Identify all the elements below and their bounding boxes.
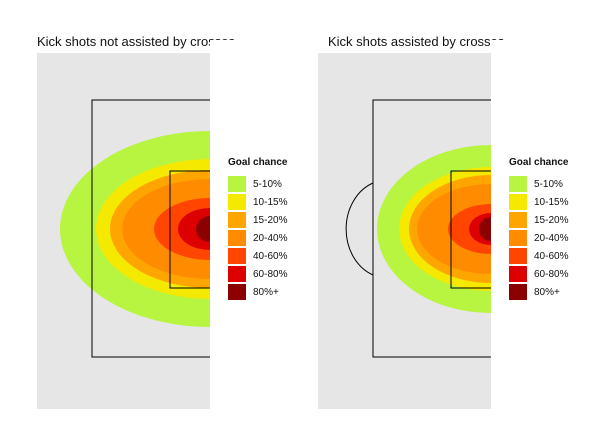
legend-label: 60-80% [253, 268, 288, 280]
legend: Goal chance 5-10% 10-15% 15-20% 20-40% 40-60… [509, 157, 568, 301]
legend-swatch [228, 194, 246, 210]
legend-title: Goal chance [509, 157, 569, 168]
right-margin-mask [210, 40, 300, 420]
legend-label: 80%+ [534, 286, 560, 298]
legend-item: 20-40% [228, 229, 287, 247]
legend-label: 15-20% [534, 214, 569, 226]
goal-area-line [450, 170, 491, 289]
legend-label: 40-60% [253, 250, 288, 262]
legend-swatch [509, 212, 527, 228]
legend-swatch [509, 284, 527, 300]
legend-item: 10-15% [509, 193, 568, 211]
chart-title: Kick shots not assisted by crosses [37, 34, 235, 49]
legend-item: 60-80% [228, 265, 287, 283]
legend: Goal chance 5-10% 10-15% 15-20% 20-40% 40-60… [228, 157, 287, 301]
legend-label: 40-60% [534, 250, 569, 262]
legend-label: 80%+ [253, 286, 279, 298]
chart-panel-assisted: Kick shots assisted by crosses Goal chan… [281, 0, 581, 445]
legend-label: 5-10% [534, 178, 563, 190]
legend-swatch [509, 266, 527, 282]
penalty-area-line [372, 99, 491, 358]
legend-swatch [228, 248, 246, 264]
legend-swatch [228, 284, 246, 300]
legend-item: 80%+ [509, 283, 568, 301]
legend-item: 20-40% [509, 229, 568, 247]
legend-label: 5-10% [253, 178, 282, 190]
legend-swatch [509, 176, 527, 192]
pitch-heatmap [318, 40, 581, 420]
legend-swatch [228, 230, 246, 246]
penalty-area-line [91, 99, 210, 358]
legend-label: 10-15% [534, 196, 569, 208]
legend-label: 20-40% [253, 232, 288, 244]
legend-item: 5-10% [509, 175, 568, 193]
legend-item: 40-60% [228, 247, 287, 265]
legend-item: 60-80% [509, 265, 568, 283]
legend-title: Goal chance [228, 157, 288, 168]
chart-title: Kick shots assisted by crosses [328, 34, 505, 49]
legend-item: 15-20% [509, 211, 568, 229]
legend-item: 40-60% [509, 247, 568, 265]
legend-swatch [509, 230, 527, 246]
legend-label: 20-40% [534, 232, 569, 244]
legend-item: 15-20% [228, 211, 287, 229]
legend-item: 80%+ [228, 283, 287, 301]
legend-swatch [228, 212, 246, 228]
legend-label: 15-20% [253, 214, 288, 226]
legend-swatch [509, 248, 527, 264]
legend-swatch [228, 176, 246, 192]
legend-label: 60-80% [534, 268, 569, 280]
legend-item: 5-10% [228, 175, 287, 193]
right-margin-mask [491, 40, 581, 420]
goal-area-line [169, 170, 210, 289]
legend-swatch [509, 194, 527, 210]
legend-rows: 5-10% 10-15% 15-20% 20-40% 40-60% 60-80% 80%+ [509, 175, 568, 301]
legend-rows: 5-10% 10-15% 15-20% 20-40% 40-60% 60-80% 80%+ [228, 175, 287, 301]
legend-swatch [228, 266, 246, 282]
legend-item: 10-15% [228, 193, 287, 211]
chart-panel-not-assisted: Kick shots not assisted by crosses Goal … [37, 34, 300, 420]
penalty-arc-line [345, 182, 374, 276]
legend-label: 10-15% [253, 196, 288, 208]
